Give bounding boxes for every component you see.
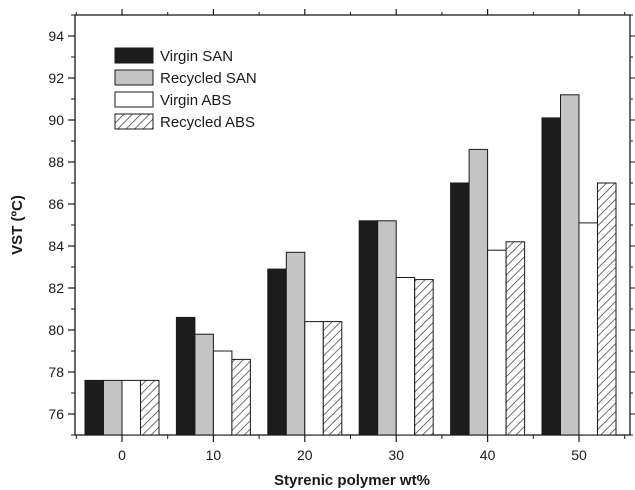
x-tick-label: 40	[480, 447, 496, 463]
bar-recycled-abs-10	[231, 358, 251, 436]
y-axis-title: VST (ºC)	[9, 195, 26, 255]
x-tick-label: 30	[388, 447, 404, 463]
y-tick-label: 94	[48, 28, 64, 44]
bar-virgin-abs-10	[212, 350, 233, 436]
bar-virgin-abs-30	[395, 277, 416, 436]
bar-virgin-san-10	[175, 316, 196, 436]
axes-layer: 0 10 20 30 40 50 76 78 80 82 84 86 88 90 92 94	[48, 9, 635, 463]
y-tick-label: 86	[48, 196, 64, 212]
x-axis-title: Styrenic polymer wt%	[274, 472, 430, 489]
x-tick-label: 0	[118, 447, 126, 463]
bar-recycled-san-30	[377, 220, 397, 436]
legend-swatch-recycled-san	[114, 69, 154, 86]
y-tick-label: 84	[48, 238, 64, 254]
bar-recycled-san-10	[194, 333, 214, 436]
x-tick-label: 50	[571, 447, 587, 463]
legend-label: Recycled SAN	[160, 70, 257, 87]
bars-layer	[84, 94, 617, 436]
bar-recycled-san-40	[468, 148, 489, 436]
bar-virgin-abs-50	[578, 222, 598, 436]
legend-label: Virgin ABS	[160, 92, 231, 109]
bar-recycled-san-20	[285, 251, 306, 436]
y-tick-label: 76	[48, 406, 64, 422]
legend-swatch-virgin-san	[114, 47, 154, 64]
bar-virgin-abs-0	[121, 379, 141, 436]
y-tick-label: 82	[48, 280, 64, 296]
x-tick-label: 20	[297, 447, 313, 463]
y-tick-label: 80	[48, 322, 64, 338]
bar-recycled-abs-50	[597, 182, 617, 436]
bar-recycled-abs-40	[505, 241, 526, 436]
y-tick-label: 90	[48, 112, 64, 128]
y-tick-label: 92	[48, 70, 64, 86]
bar-virgin-san-50	[541, 117, 561, 436]
legend: Virgin SAN Recycled SAN Virgin ABS Recycled…	[114, 47, 257, 131]
legend-label: Virgin SAN	[160, 48, 233, 65]
bar-virgin-san-40	[450, 182, 470, 436]
bar-recycled-abs-30	[414, 279, 434, 436]
bar-virgin-san-0	[84, 379, 104, 436]
bar-recycled-abs-20	[322, 321, 343, 436]
legend-label: Recycled ABS	[160, 114, 255, 131]
legend-swatch-virgin-abs	[114, 91, 154, 108]
legend-swatch-recycled-abs	[114, 113, 154, 130]
bar-virgin-abs-20	[304, 321, 324, 436]
bar-virgin-abs-40	[487, 249, 507, 436]
y-tick-label: 88	[48, 154, 64, 170]
bar-recycled-abs-0	[140, 379, 160, 436]
bar-virgin-san-20	[267, 268, 287, 436]
y-tick-label: 78	[48, 364, 64, 380]
bar-recycled-san-50	[560, 94, 580, 436]
bar-recycled-san-0	[103, 379, 123, 436]
x-tick-label: 10	[206, 447, 222, 463]
bar-virgin-san-30	[358, 220, 379, 436]
